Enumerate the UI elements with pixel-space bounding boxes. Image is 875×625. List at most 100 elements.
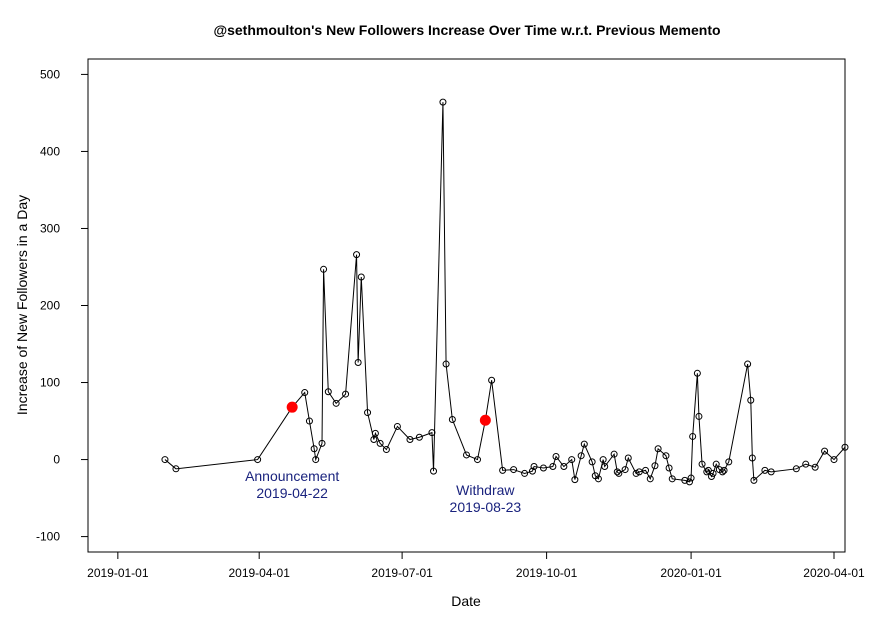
data-point: [698, 460, 706, 468]
data-point: [744, 360, 752, 368]
data-point: [821, 447, 829, 455]
data-point: [305, 417, 313, 425]
y-tick-label: 200: [40, 299, 60, 313]
data-point: [748, 454, 756, 462]
data-point: [668, 475, 676, 483]
y-tick-label: 0: [53, 453, 60, 467]
y-tick-label: -100: [36, 530, 60, 544]
data-point: [172, 465, 180, 473]
y-tick-label: 100: [40, 376, 60, 390]
data-point: [665, 464, 673, 472]
data-point: [318, 439, 326, 447]
data-point: [442, 360, 450, 368]
data-point: [448, 416, 456, 424]
data-point: [357, 273, 365, 281]
x-axis-label: Date: [451, 593, 481, 609]
data-point: [718, 468, 726, 476]
data-point: [750, 476, 758, 484]
event-marker: [286, 401, 298, 413]
data-point: [415, 433, 423, 441]
data-point: [568, 456, 576, 464]
annotation-label: Announcement: [245, 468, 339, 484]
data-point: [354, 359, 362, 367]
series-line: [164, 102, 846, 483]
x-tick-label: 2019-10-01: [516, 566, 578, 580]
data-point: [588, 458, 596, 466]
data-point: [428, 429, 436, 437]
data-point: [499, 466, 507, 474]
data-point: [624, 454, 632, 462]
data-point: [376, 439, 384, 447]
y-tick-label: 300: [40, 221, 60, 235]
data-point: [761, 466, 769, 474]
data-point: [635, 468, 643, 476]
data-point: [662, 452, 670, 460]
annotation-date: 2019-08-23: [450, 499, 522, 515]
data-point: [254, 456, 262, 464]
data-point: [725, 458, 733, 466]
annotation-date: 2019-04-22: [256, 485, 328, 501]
data-point: [370, 436, 378, 444]
data-point: [301, 389, 309, 397]
data-point: [695, 412, 703, 420]
data-point: [621, 466, 629, 474]
data-point: [712, 460, 720, 468]
plot-frame: [87, 58, 846, 553]
data-point: [747, 396, 755, 404]
data-point: [580, 440, 588, 448]
data-point: [463, 451, 470, 459]
data-point: [709, 469, 717, 477]
y-tick-label: 500: [40, 67, 60, 81]
x-tick-label: 2019-04-01: [228, 566, 290, 580]
data-point: [687, 474, 695, 482]
data-point: [599, 456, 607, 464]
event-marker: [479, 414, 491, 426]
data-point: [324, 388, 332, 396]
data-point: [601, 462, 609, 470]
data-point: [528, 467, 536, 475]
data-point: [613, 468, 621, 476]
data-point: [811, 463, 819, 471]
y-axis-label: Increase of New Followers in a Day: [14, 195, 30, 415]
data-point: [473, 456, 481, 464]
data-point: [310, 445, 318, 453]
data-point: [342, 390, 350, 398]
data-point: [382, 446, 390, 454]
data-point: [510, 466, 518, 474]
data-point: [406, 436, 414, 444]
x-tick-label: 2020-01-01: [660, 566, 722, 580]
data-point: [560, 462, 568, 470]
data-point: [312, 456, 320, 464]
data-point: [681, 476, 689, 484]
data-point: [439, 98, 447, 106]
data-point: [830, 456, 838, 464]
data-point: [393, 422, 401, 430]
x-axis: 2019-01-01 2019-04-01 2019-07-01 2019-10-01…: [87, 551, 865, 580]
data-point: [539, 464, 547, 472]
x-tick-label: 2020-04-01: [803, 566, 865, 580]
data-point: [767, 468, 775, 476]
x-tick-label: 2019-01-01: [87, 566, 149, 580]
data-point: [802, 460, 810, 468]
annotation-label: Withdraw: [456, 482, 515, 498]
data-point: [693, 369, 701, 377]
data-point: [689, 432, 697, 440]
data-point: [646, 475, 654, 483]
data-point: [571, 476, 579, 484]
data-point: [549, 462, 557, 470]
data-point: [792, 465, 800, 473]
data-point: [320, 265, 328, 273]
data-point: [430, 467, 438, 475]
data-point: [720, 466, 728, 474]
data-point: [364, 409, 372, 417]
data-point: [521, 469, 529, 477]
data-point: [686, 478, 694, 486]
data-point: [651, 462, 659, 470]
data-point: [488, 376, 496, 384]
y-tick-label: 400: [40, 144, 60, 158]
data-point: [577, 452, 585, 460]
data-point: [610, 450, 618, 458]
data-point: [530, 462, 538, 470]
